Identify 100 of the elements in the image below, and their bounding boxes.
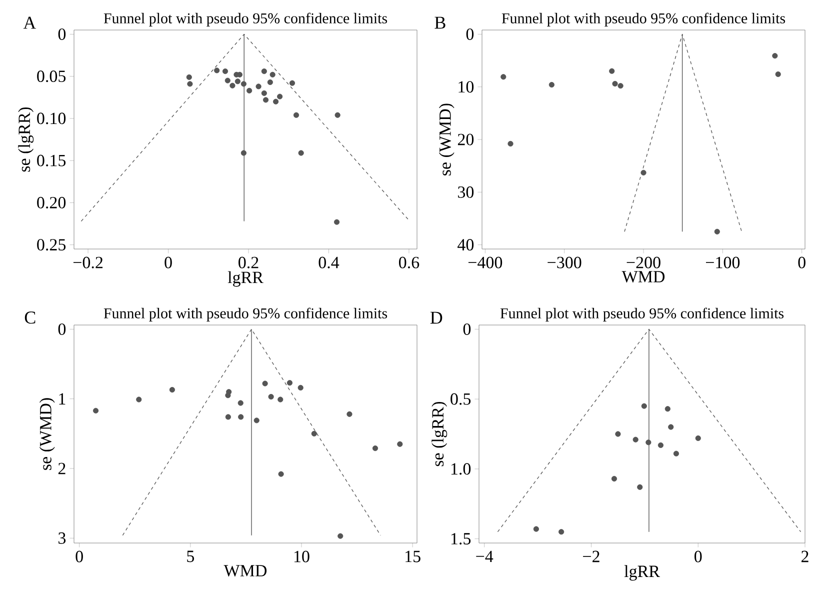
y-tick-label: 0.5 (450, 393, 471, 405)
text: A (23, 16, 36, 29)
point (169, 386, 175, 393)
point (618, 83, 624, 89)
x-tick-label: −200 (626, 256, 660, 268)
point (246, 88, 252, 94)
point (277, 94, 283, 100)
point (240, 81, 246, 87)
y-tick-label: 0.05 (37, 70, 66, 82)
point (640, 170, 646, 176)
point (286, 380, 293, 386)
y-axis-title: se (WMD) (438, 104, 454, 176)
chart-title: Funnel plot with pseudo 95% confidence limits (500, 308, 784, 322)
y-tick-label: 30 (458, 186, 474, 198)
y-tick-label: 10 (458, 81, 474, 93)
point (500, 74, 506, 80)
point (668, 424, 674, 430)
point (533, 526, 539, 532)
y-tick-label: 1.5 (451, 533, 471, 545)
text: C (24, 312, 36, 324)
y-tick-label: 1.0 (451, 463, 471, 475)
chart-title: Funnel plot with pseudo 95% confidence limits (104, 308, 388, 322)
point (637, 484, 643, 490)
point (772, 53, 778, 59)
point (334, 112, 340, 118)
point (548, 82, 554, 88)
point (187, 81, 193, 87)
x-tick-label: 0 (694, 550, 702, 562)
y-axis-title: se (lgRR) (18, 107, 34, 172)
x-tick-label: −400 (468, 256, 502, 268)
x-tick-label: 2 (802, 550, 808, 562)
y-tick-label: 3 (58, 532, 66, 544)
point (267, 79, 273, 86)
point (262, 380, 268, 386)
point (136, 396, 142, 402)
point (311, 430, 317, 436)
y-tick-label: 20 (458, 134, 474, 146)
point (558, 529, 564, 535)
point (254, 418, 260, 424)
point (508, 140, 514, 147)
point (238, 414, 244, 420)
point (346, 411, 352, 417)
chart-title: Funnel plot with pseudo 95% confidence limits (104, 12, 388, 26)
x-tick-label: 10 (294, 550, 310, 562)
x-tick-label: 0.6 (399, 256, 420, 268)
point (214, 68, 220, 74)
x-tick-label: 0 (164, 256, 172, 268)
x-tick-label: 0 (76, 550, 83, 562)
x-axis-title: lgRR (624, 565, 660, 581)
point (222, 68, 228, 74)
x-tick-label: 5 (187, 550, 194, 562)
point (238, 400, 244, 406)
point (268, 394, 274, 400)
y-axis-title: se (WMD) (39, 398, 55, 470)
point (278, 396, 284, 402)
y-tick-label: 0 (463, 323, 471, 335)
point (695, 435, 701, 442)
y-tick-label: 0.15 (37, 154, 66, 166)
y-tick-label: 0.20 (37, 196, 66, 208)
y-tick-label: 0 (466, 28, 474, 40)
point (298, 150, 304, 156)
point (234, 78, 240, 84)
y-tick-label: 0 (58, 28, 66, 40)
point (658, 442, 664, 448)
point (298, 384, 304, 390)
point (293, 112, 300, 118)
point (225, 392, 231, 398)
point (262, 97, 269, 103)
point (272, 98, 279, 104)
point (612, 80, 618, 86)
x-tick-label: −2 (583, 550, 600, 562)
point (372, 445, 378, 452)
point (224, 78, 230, 84)
point (611, 476, 618, 482)
point (225, 414, 231, 420)
y-tick-label: 0.10 (37, 112, 66, 124)
point (714, 228, 720, 234)
x-tick-label: 0.2 (238, 256, 258, 268)
point (270, 72, 276, 78)
point (664, 406, 670, 412)
text: D (430, 312, 442, 324)
point (186, 74, 192, 80)
point (278, 471, 284, 477)
point (261, 68, 267, 74)
y-tick-label: 2 (58, 462, 66, 474)
point (397, 441, 403, 447)
point (775, 71, 781, 78)
point (632, 436, 638, 442)
x-tick-label: −4 (476, 550, 494, 562)
y-tick-label: 40 (458, 239, 474, 251)
x-axis-title: WMD (622, 271, 665, 283)
y-axis-title: se (lgRR) (432, 402, 448, 466)
point (92, 408, 99, 414)
y-tick-label: 0.25 (37, 239, 66, 251)
x-tick-label: 0.4 (318, 256, 340, 268)
point (646, 440, 652, 446)
x-tick-label: −0.2 (73, 256, 103, 268)
point (334, 219, 340, 225)
y-tick-label: 0 (58, 323, 66, 335)
x-axis-title: lgRR (228, 271, 264, 287)
